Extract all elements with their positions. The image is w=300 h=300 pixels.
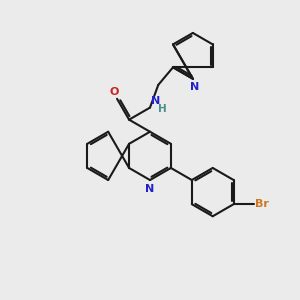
Text: N: N <box>190 82 199 92</box>
Text: N: N <box>151 96 160 106</box>
Text: N: N <box>146 184 154 194</box>
Text: H: H <box>158 104 167 114</box>
Text: Br: Br <box>255 199 269 209</box>
Text: O: O <box>110 87 119 97</box>
